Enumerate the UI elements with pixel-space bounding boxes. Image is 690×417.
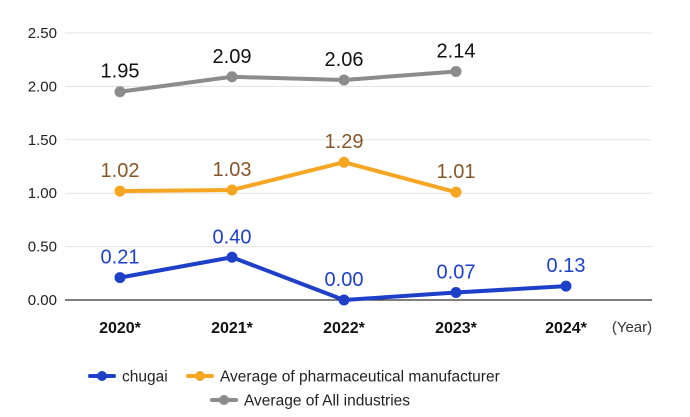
- legend-item-chugai: chugai: [88, 369, 168, 386]
- series: 0.21 0.40 0.00 0.07 0.13 1.02 1.03 1.29 1.01 1.95…: [101, 40, 586, 306]
- data-label-pharma: 1.03: [213, 159, 252, 181]
- data-point-chugai: [338, 294, 350, 306]
- data-label-chugai: 0.21: [101, 247, 140, 269]
- x-tick-label: 2022*: [323, 320, 366, 337]
- data-point-chugai: [450, 287, 462, 299]
- legend-swatch-marker: [195, 371, 205, 381]
- x-axis-ticks: 2020* 2021* 2022* 2023* 2024*: [99, 320, 588, 337]
- y-tick-label: 2.50: [28, 25, 57, 42]
- x-tick-label: 2023*: [435, 320, 478, 337]
- y-tick-label: 1.00: [28, 185, 57, 202]
- data-point-all: [450, 65, 462, 77]
- data-label-chugai: 0.00: [325, 269, 364, 291]
- y-tick-label: 2.00: [28, 78, 57, 95]
- y-axis-ticks: 0.00 0.50 1.00 1.50 2.00 2.50: [28, 25, 57, 309]
- y-tick-label: 1.50: [28, 132, 57, 149]
- data-label-pharma: 1.01: [437, 161, 476, 183]
- x-axis-unit-label: (Year): [612, 319, 652, 336]
- data-point-pharma: [338, 156, 350, 168]
- data-point-chugai: [114, 272, 126, 284]
- legend-item-all: Average of All industries: [210, 393, 410, 410]
- data-label-pharma: 1.29: [325, 131, 364, 153]
- legend-label: Average of pharmaceutical manufacturer: [220, 369, 500, 386]
- data-point-all: [114, 86, 126, 98]
- series-line-pharma: [118, 160, 458, 195]
- series-pharma: 1.02 1.03 1.29 1.01: [101, 131, 476, 198]
- series-all: 1.95 2.09 2.06 2.14: [101, 40, 476, 98]
- series-line-all: [118, 69, 458, 94]
- data-point-pharma: [226, 184, 238, 196]
- data-point-all: [338, 74, 350, 86]
- y-tick-label: 0.00: [28, 292, 57, 309]
- legend: chugai Average of pharmaceutical manufact…: [88, 369, 500, 410]
- legend-label: chugai: [122, 369, 168, 386]
- data-label-chugai: 0.40: [213, 226, 252, 248]
- legend-swatch-marker: [97, 371, 107, 381]
- legend-swatch-marker: [219, 395, 229, 405]
- data-point-pharma: [114, 185, 126, 197]
- legend-item-pharma: Average of pharmaceutical manufacturer: [186, 369, 500, 386]
- y-tick-label: 0.50: [28, 239, 57, 256]
- x-tick-label: 2021*: [211, 320, 254, 337]
- data-point-all: [226, 71, 238, 83]
- data-label-pharma: 1.02: [101, 160, 140, 182]
- data-label-chugai: 0.13: [547, 255, 586, 277]
- x-tick-label: 2020*: [99, 320, 142, 337]
- x-tick-label: 2024*: [545, 320, 588, 337]
- data-point-chugai: [560, 280, 572, 292]
- data-label-all: 2.09: [213, 46, 252, 68]
- data-point-chugai: [226, 251, 238, 263]
- legend-label: Average of All industries: [244, 393, 410, 410]
- data-label-chugai: 0.07: [437, 262, 476, 284]
- data-label-all: 2.06: [325, 49, 364, 71]
- data-label-all: 2.14: [437, 40, 476, 62]
- series-chugai: 0.21 0.40 0.00 0.07 0.13: [101, 226, 586, 306]
- data-label-all: 1.95: [101, 61, 140, 83]
- data-point-pharma: [450, 186, 462, 198]
